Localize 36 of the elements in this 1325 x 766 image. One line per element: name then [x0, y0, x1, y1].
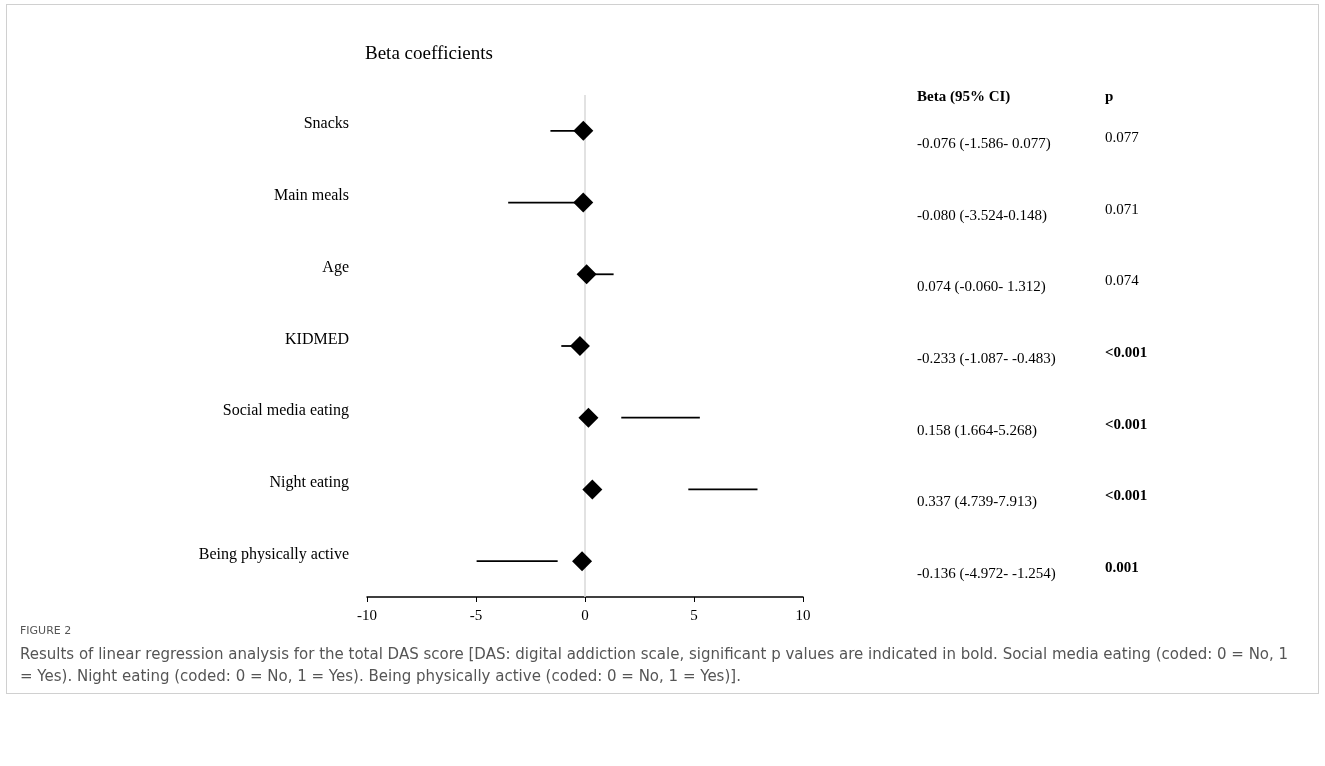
x-tick-label: 5 — [690, 606, 698, 623]
y-tick-label: Night eating — [269, 472, 349, 491]
x-tick-label: 0 — [581, 606, 589, 623]
point — [573, 192, 594, 213]
text: 0.074 — [1105, 272, 1140, 289]
text: -0.233 (-1.087- -0.483) — [917, 350, 1056, 367]
text: -0.076 (-1.586- 0.077) — [917, 134, 1051, 152]
text: 0.074 (-0.060- 1.312) — [917, 278, 1046, 296]
point — [569, 336, 590, 356]
text: 0.077 — [1105, 128, 1140, 145]
text: -0.136 (-4.972- -1.254) — [917, 565, 1056, 583]
point — [578, 407, 599, 428]
x-tick-label: 10 — [795, 606, 811, 623]
text: 0.001 — [1105, 559, 1139, 576]
y-tick-label: Main meals — [273, 186, 349, 204]
text: 0.158 (1.664-5.268) — [917, 421, 1037, 439]
text: Results of linear regression analysis for the total DAS score [DAS: digital addiction scale, significant p values are indicated in bold. Social media eating (coded: 0 = No, 1 = Yes). Night eating (coded: 0 = No, 1 = Yes). Being physically active (coded: 0 = No, 1 = Yes)]. — [20, 645, 1293, 685]
y-tick-label: Social media eating — [222, 401, 349, 420]
y-tick-label: Age — [322, 257, 349, 276]
y-tick-label: Snacks — [303, 114, 349, 132]
caption: FIGURE 2 — [20, 624, 72, 637]
y-tick-label: Being physically active — [198, 544, 349, 563]
text: <0.001 — [1105, 344, 1148, 360]
text: <0.001 — [1105, 487, 1148, 504]
point — [572, 551, 593, 572]
text: <0.001 — [1105, 415, 1148, 432]
x-tick-label: -5 — [469, 606, 483, 623]
text: 0.337 (4.739-7.913) — [917, 493, 1037, 511]
text: -0.080 (-3.524-0.148) — [917, 206, 1047, 224]
chart-title: Beta coefficients — [365, 42, 493, 63]
text: 0.071 — [1105, 200, 1139, 217]
text: Beta (95% CI) — [917, 87, 1011, 105]
x-tick-label: -10 — [357, 606, 377, 623]
y-tick-label: KIDMED — [285, 329, 349, 347]
text: p — [1105, 87, 1114, 104]
point — [582, 479, 603, 500]
